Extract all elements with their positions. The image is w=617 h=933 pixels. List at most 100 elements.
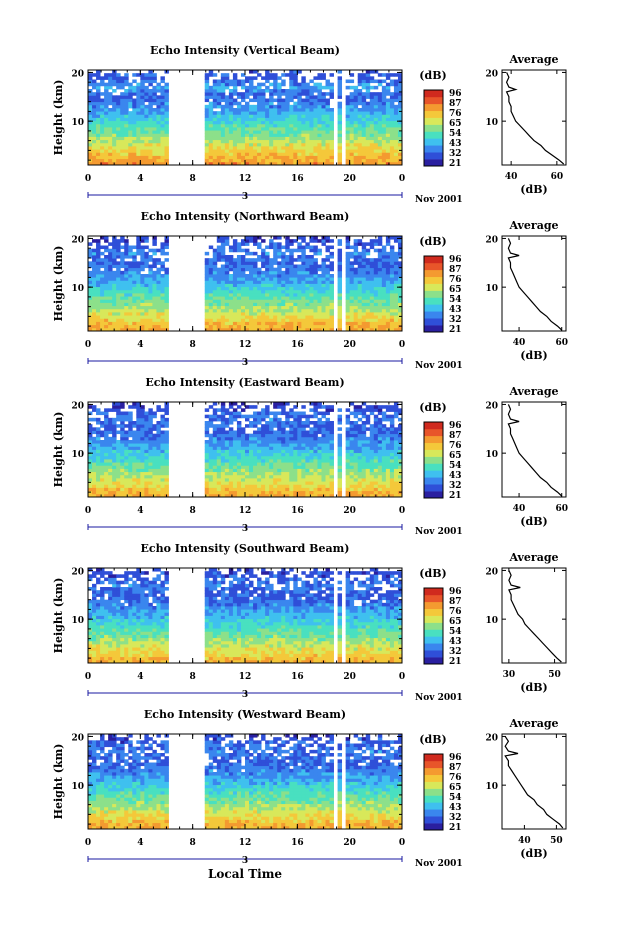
heatmap-cell [394,299,398,303]
heatmap-cell [116,114,120,118]
heatmap-cell [124,133,128,137]
heatmap-cell [124,249,128,253]
heatmap-cell [261,322,265,326]
heatmap-cell [297,293,301,297]
heatmap-cell [289,427,293,431]
heatmap-cell [116,315,120,319]
heatmap-cell [321,239,325,243]
heatmap-cell [128,105,132,109]
heatmap-cell [132,121,136,125]
heatmap-cell [257,290,261,294]
heatmap-cell [128,318,132,322]
heatmap-cell [217,102,221,106]
heatmap-cell [309,159,313,163]
heatmap-cell [390,261,394,265]
heatmap-cell [289,434,293,438]
heatmap-cell [213,418,217,422]
heatmap-cell [313,303,317,307]
heatmap-cell [213,99,217,103]
heatmap-cell [156,249,160,253]
heatmap-cell [229,309,233,313]
heatmap-cell [229,478,233,482]
heatmap-cell [362,86,366,90]
heatmap-cell [386,293,390,297]
heatmap-cell [297,246,301,250]
heatmap-cell [378,95,382,99]
heatmap-cell [326,318,330,322]
heatmap-cell [241,443,245,447]
heatmap-cell [293,140,297,144]
heatmap-cell [88,488,92,492]
heatmap-cell [221,306,225,310]
heatmap-cell [92,475,96,479]
heatmap-cell [265,268,269,272]
heatmap-cell [277,325,281,329]
heatmap-cell [289,239,293,243]
heatmap-cell [257,465,261,469]
heatmap-cell [205,484,209,488]
heatmap-cell [354,309,358,313]
heatmap-cell [277,86,281,90]
heatmap-cell [221,296,225,300]
heatmap-cell [225,469,229,473]
heatmap-cell [338,105,342,109]
heatmap-cell [277,152,281,156]
heatmap-cell [205,152,209,156]
heatmap-cell [326,325,330,329]
heatmap-cell [213,140,217,144]
heatmap-cell [136,261,140,265]
heatmap-cell [128,102,132,106]
heatmap-cell [321,99,325,103]
heatmap-cell [128,412,132,416]
heatmap-cell [261,261,265,265]
heatmap-cell [362,306,366,310]
heatmap-cell [241,140,245,144]
heatmap-cell [326,152,330,156]
heatmap-cell [370,284,374,288]
heatmap-cell [313,315,317,319]
heatmap-cell [108,124,112,128]
heatmap-cell [221,472,225,476]
heatmap-cell [213,137,217,141]
heatmap-cell [116,86,120,90]
heatmap-cell [301,252,305,256]
heatmap-cell [297,277,301,281]
heatmap-cell [88,102,92,106]
heatmap-cell [221,424,225,428]
heatmap-cell [330,246,334,250]
heatmap-cell [148,421,152,425]
heatmap-cell [249,469,253,473]
heatmap-cell [269,469,273,473]
heatmap-cell [285,268,289,272]
heatmap-cell [205,312,209,316]
heatmap-cell [112,239,116,243]
heatmap-cell [289,140,293,144]
heatmap-cell [148,408,152,412]
heatmap-cell [265,472,269,476]
heatmap-cell [104,255,108,259]
heatmap-cell [88,152,92,156]
heatmap-cell [386,99,390,103]
heatmap-cell [112,99,116,103]
heatmap-cell [88,271,92,275]
heatmap-cell [386,114,390,118]
heatmap-cell [100,431,104,435]
heatmap-cell [273,437,277,441]
colorbar-swatch [424,304,443,311]
heatmap-cell [144,127,148,131]
heatmap-cell [321,309,325,313]
heatmap-cell [354,121,358,125]
heatmap-cell [261,296,265,300]
heatmap-cell [273,293,277,297]
heatmap-cell [273,287,277,291]
heatmap-cell [217,318,221,322]
heatmap-cell [273,446,277,450]
heatmap-cell [124,462,128,466]
heatmap-cell [128,127,132,131]
heatmap-cell [152,306,156,310]
heatmap-cell [104,427,108,431]
heatmap-cell [116,299,120,303]
heatmap-cell [100,280,104,284]
panels-group: Echo Intensity (Vertical Beam)Height (km… [52,44,568,869]
heatmap-cell [237,456,241,460]
